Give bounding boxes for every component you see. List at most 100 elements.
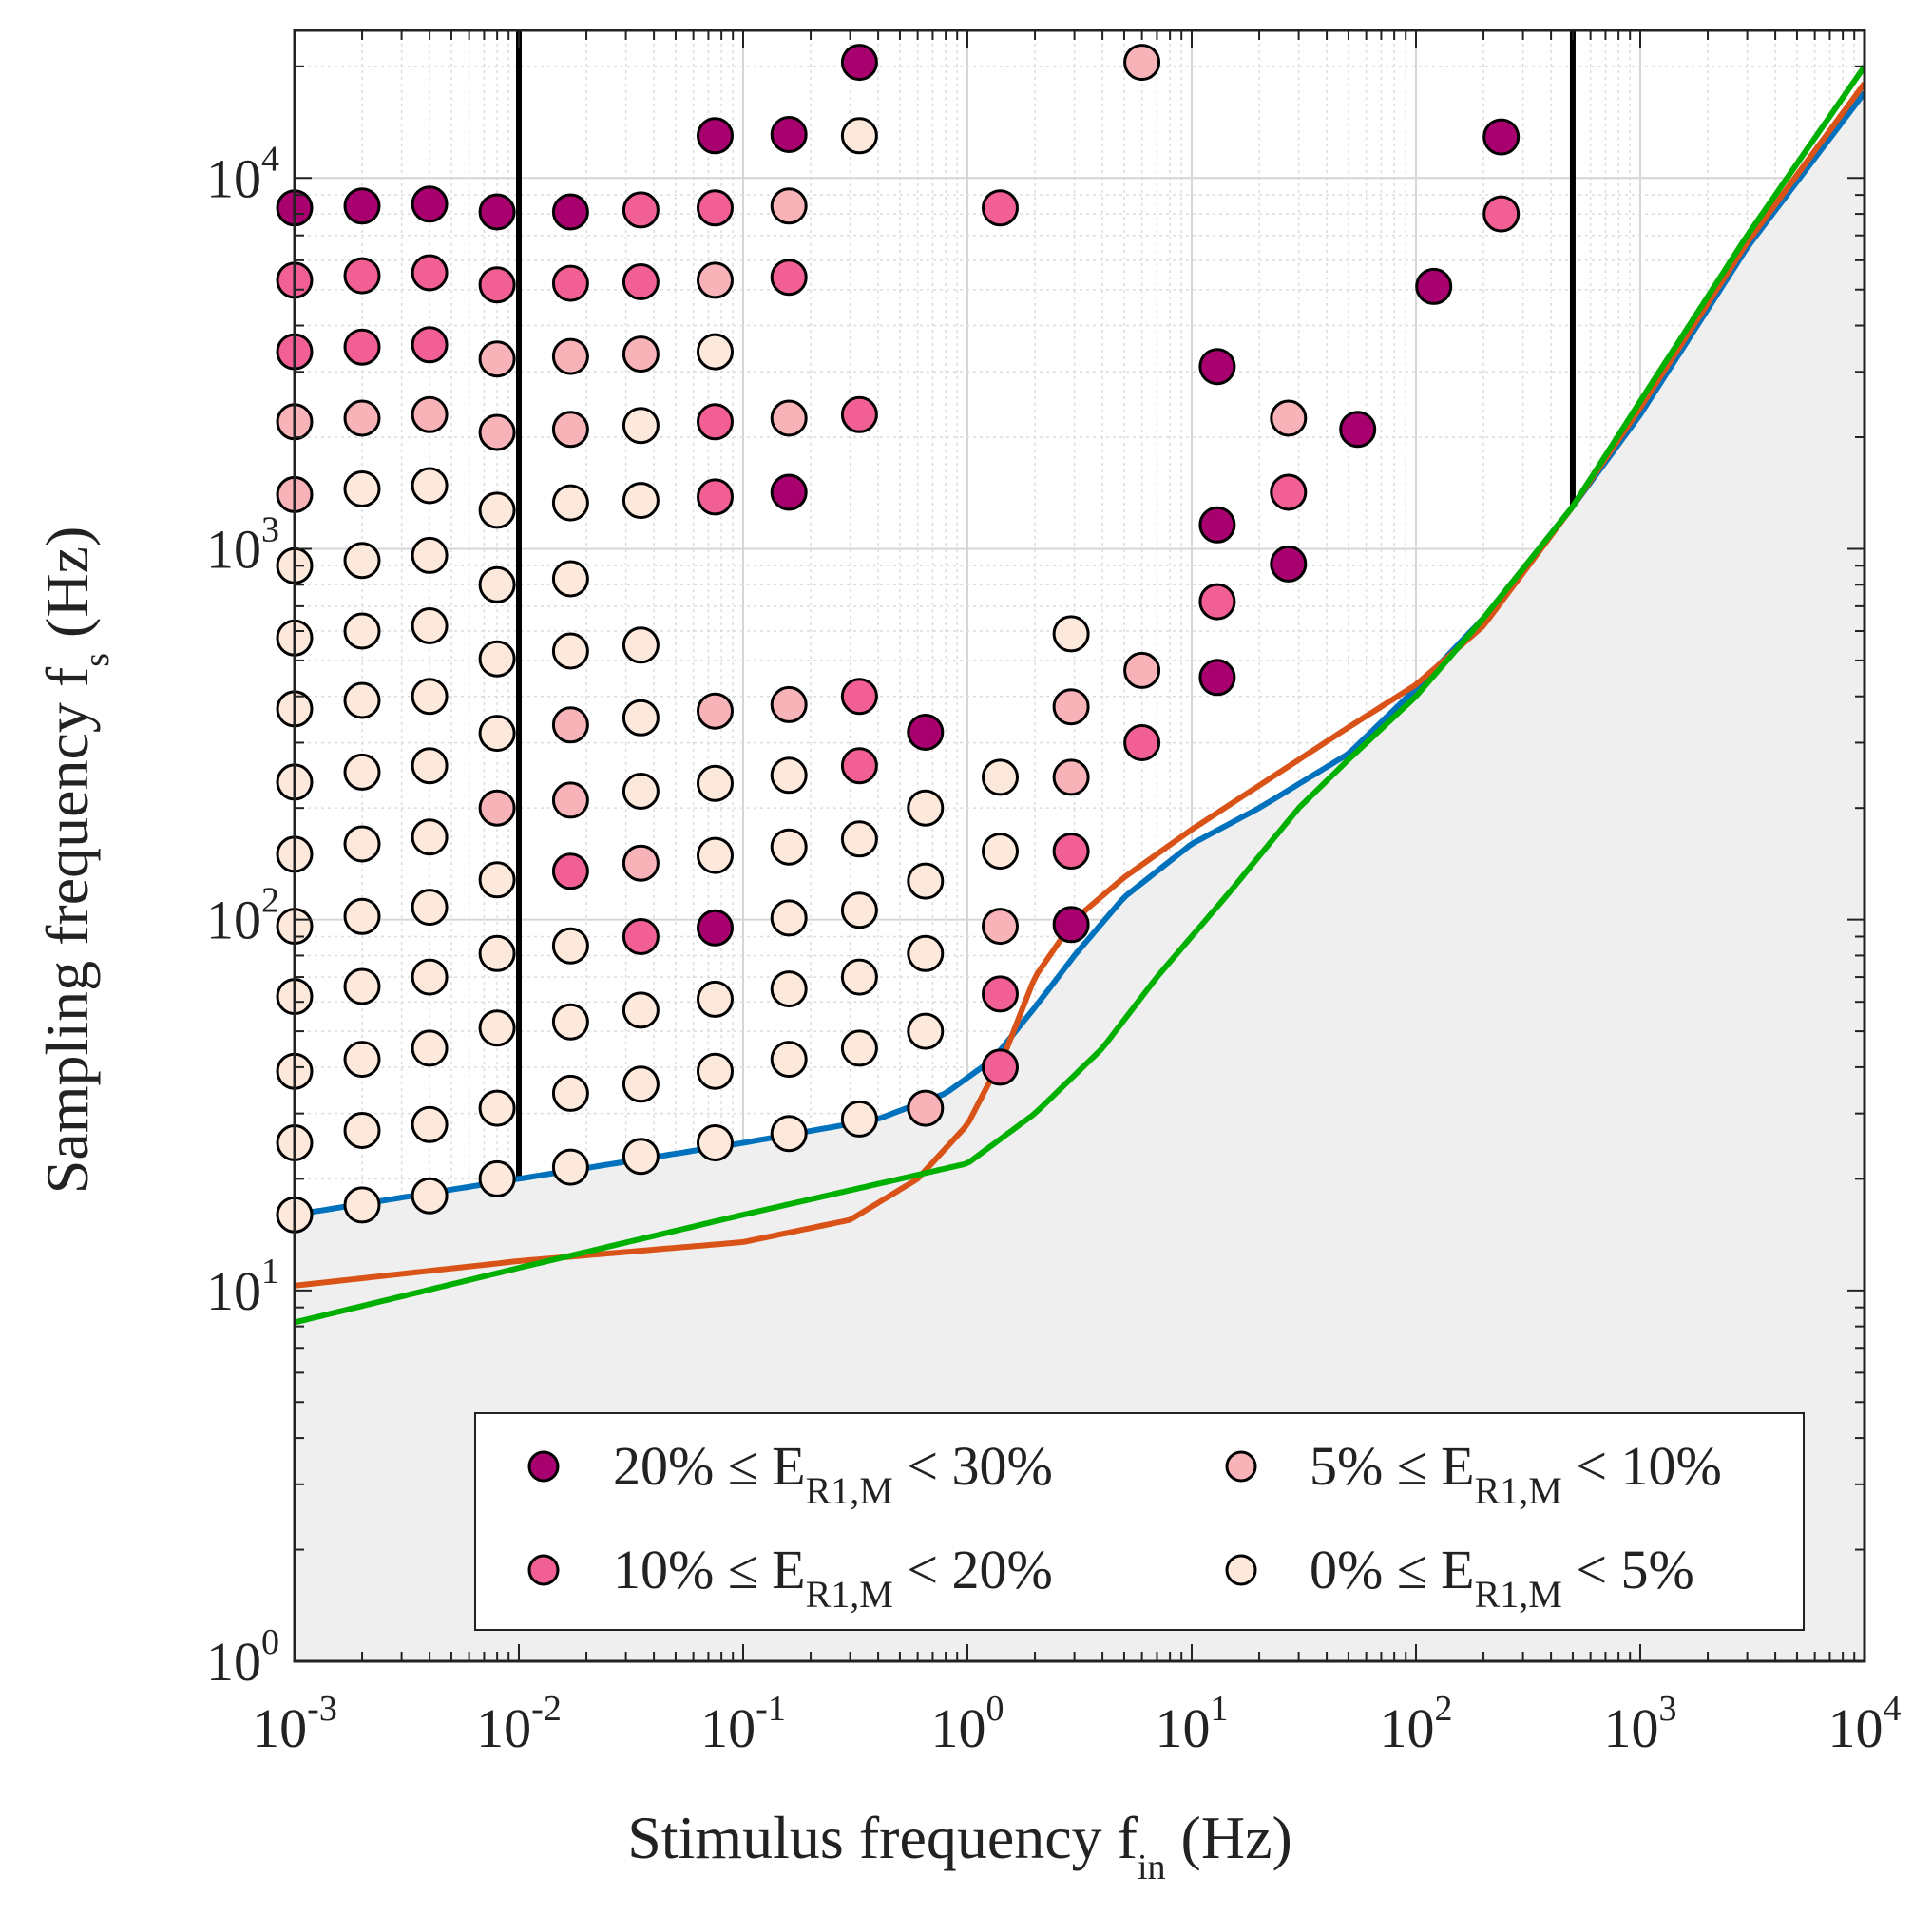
data-point bbox=[770, 187, 808, 225]
data-point bbox=[411, 254, 449, 292]
data-point bbox=[478, 715, 516, 753]
data-point bbox=[411, 326, 449, 364]
data-point bbox=[551, 632, 589, 670]
data-point bbox=[770, 116, 808, 153]
data-point bbox=[840, 678, 878, 716]
data-point bbox=[840, 44, 878, 82]
data-point bbox=[478, 789, 516, 827]
data-point bbox=[551, 706, 589, 744]
data-point bbox=[697, 1124, 734, 1161]
data-point bbox=[551, 193, 589, 231]
data-point bbox=[551, 484, 589, 522]
data-point bbox=[478, 1089, 516, 1127]
data-point bbox=[478, 266, 516, 304]
data-point bbox=[478, 413, 516, 451]
data-point bbox=[622, 1138, 660, 1176]
data-point bbox=[478, 1159, 516, 1197]
curve-green bbox=[295, 65, 1865, 1326]
data-point bbox=[840, 1029, 878, 1067]
data-point bbox=[907, 714, 945, 751]
data-point bbox=[982, 833, 1019, 871]
data-point bbox=[770, 828, 808, 866]
data-point bbox=[343, 257, 381, 295]
data-point bbox=[907, 1089, 945, 1127]
data-point bbox=[411, 395, 449, 433]
data-point bbox=[697, 692, 734, 730]
data-point bbox=[622, 407, 660, 445]
data-point bbox=[907, 862, 945, 900]
data-point bbox=[1123, 651, 1161, 689]
data-point bbox=[411, 747, 449, 785]
data-point bbox=[622, 773, 660, 810]
x-axis-label-sub: in bbox=[1138, 1848, 1166, 1887]
data-point bbox=[1052, 688, 1090, 726]
data-point bbox=[840, 891, 878, 929]
x-tick-label: 100 bbox=[931, 1689, 1004, 1759]
data-point bbox=[411, 678, 449, 716]
data-point bbox=[478, 861, 516, 899]
data-point bbox=[1123, 44, 1161, 82]
data-point bbox=[1270, 545, 1308, 583]
x-tick-label: 101 bbox=[1156, 1689, 1229, 1759]
data-point bbox=[697, 333, 734, 371]
data-point bbox=[411, 1029, 449, 1067]
data-point bbox=[622, 263, 660, 300]
data-point bbox=[1482, 195, 1521, 233]
data-point bbox=[907, 934, 945, 972]
data-point bbox=[551, 1074, 589, 1112]
data-points bbox=[276, 44, 1521, 1234]
data-point bbox=[697, 117, 734, 155]
y-axis-label-main: Sampling frequency f bbox=[33, 666, 101, 1194]
plot-area bbox=[276, 29, 1866, 1663]
y-tick-label: 100 bbox=[206, 1622, 279, 1693]
x-axis-label-unit: (Hz) bbox=[1166, 1804, 1292, 1871]
data-point bbox=[622, 335, 660, 373]
data-point bbox=[411, 467, 449, 505]
data-point bbox=[982, 975, 1019, 1013]
data-point bbox=[907, 1012, 945, 1050]
x-tick-label: 10-2 bbox=[476, 1689, 562, 1759]
data-point bbox=[1270, 399, 1308, 437]
data-point bbox=[343, 1041, 381, 1079]
data-point bbox=[622, 991, 660, 1029]
data-point bbox=[411, 1177, 449, 1215]
data-point bbox=[411, 1105, 449, 1143]
data-point bbox=[770, 399, 808, 437]
legend-label-3: 0% ≤ ER1,M < 5% bbox=[1310, 1539, 1694, 1616]
data-point bbox=[697, 478, 734, 516]
x-tick-label: 104 bbox=[1828, 1689, 1902, 1759]
data-point bbox=[411, 818, 449, 856]
data-point bbox=[622, 482, 660, 520]
shaded-region bbox=[295, 92, 1865, 1661]
data-point bbox=[622, 626, 660, 664]
data-point bbox=[551, 1003, 589, 1041]
data-point bbox=[551, 560, 589, 598]
y-tick-label: 104 bbox=[206, 139, 279, 209]
legend: 20% ≤ ER1,M < 30% 5% ≤ ER1,M < 10% 10% ≤… bbox=[474, 1412, 1805, 1631]
data-point bbox=[622, 844, 660, 882]
data-point bbox=[840, 395, 878, 433]
data-point bbox=[622, 699, 660, 737]
data-point bbox=[343, 967, 381, 1005]
data-point bbox=[1270, 473, 1308, 511]
y-axis-label-unit: (Hz) bbox=[33, 527, 101, 653]
data-point bbox=[343, 542, 381, 580]
y-axis-label-sub: s bbox=[77, 653, 117, 667]
data-point bbox=[1123, 724, 1161, 761]
data-point bbox=[411, 185, 449, 223]
data-point bbox=[840, 820, 878, 858]
y-axis-ticks: 100 101 102 103 104 bbox=[206, 65, 1865, 1693]
data-point bbox=[697, 403, 734, 441]
data-point bbox=[770, 685, 808, 723]
data-point bbox=[1052, 615, 1090, 653]
data-point bbox=[840, 747, 878, 785]
data-point bbox=[1198, 348, 1236, 386]
data-point bbox=[478, 565, 516, 603]
data-point bbox=[697, 189, 734, 227]
data-point bbox=[343, 825, 381, 863]
data-point bbox=[697, 980, 734, 1018]
data-point bbox=[622, 191, 660, 229]
data-point bbox=[411, 958, 449, 996]
data-point bbox=[907, 789, 945, 827]
